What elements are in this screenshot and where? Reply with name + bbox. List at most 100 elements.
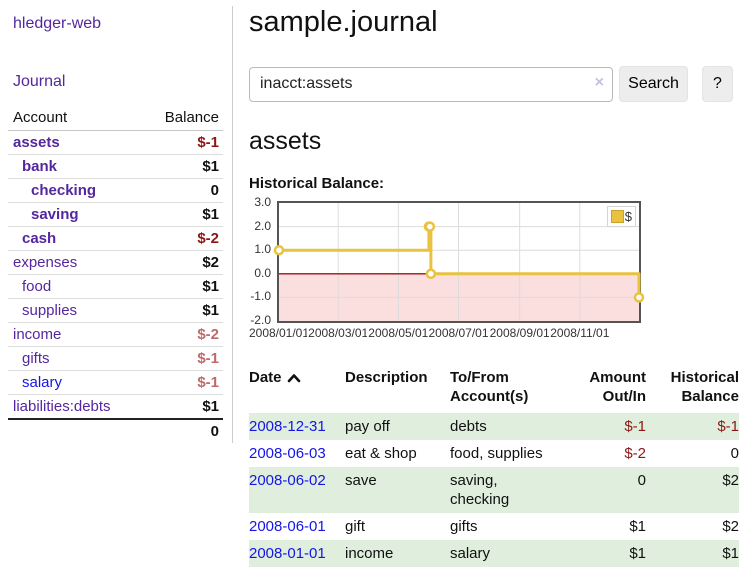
- sidebar: hledger-web Journal Account Balance asse…: [0, 6, 233, 443]
- account-row: assets $-1: [8, 130, 223, 155]
- chart-svg: [273, 203, 645, 321]
- account-balance: $1: [142, 202, 223, 227]
- sidebar-account-link-food[interactable]: food: [22, 278, 52, 295]
- legend-label: $: [624, 209, 632, 224]
- page-title: sample.journal: [249, 6, 438, 38]
- register-row: 2008-06-02 save saving, checking 0 $2: [249, 467, 739, 513]
- account-name-cell: cash: [8, 226, 143, 251]
- account-balance: $-2: [142, 226, 223, 251]
- sidebar-account-link-bank[interactable]: bank: [22, 158, 58, 175]
- account-name-cell: expenses: [8, 250, 143, 275]
- register-balance-cell: $1: [646, 540, 739, 567]
- register-body: 2008-12-31 pay off debts $-1 $-1 2008-06-03 ea…: [249, 413, 739, 567]
- register-balance-cell: $-1: [646, 413, 739, 440]
- register-header-amount: Amount Out/In: [589, 369, 646, 405]
- account-balance: $1: [142, 154, 223, 179]
- account-row: liabilities:debts $1: [8, 395, 223, 420]
- main-content: sample.journal × Search ? assets Histori…: [233, 6, 742, 567]
- app-title-link[interactable]: hledger-web: [13, 15, 102, 32]
- account-row: food $1: [8, 274, 223, 299]
- account-balance: $-1: [142, 130, 223, 155]
- transaction-date-link[interactable]: 2008-06-02: [249, 472, 326, 489]
- sidebar-account-link-cash[interactable]: cash: [22, 230, 57, 247]
- account-balance: $1: [142, 274, 223, 299]
- sidebar-item-journal[interactable]: Journal: [13, 73, 66, 90]
- transaction-date-link[interactable]: 2008-12-31: [249, 418, 326, 435]
- data-point-marker: [273, 244, 285, 256]
- search-form: × Search ?: [249, 66, 742, 102]
- register-header-date[interactable]: Date: [249, 366, 345, 413]
- account-name-cell: food: [8, 274, 143, 299]
- account-row: saving $1: [8, 202, 223, 227]
- register-date-cell: 2008-01-01: [249, 540, 345, 567]
- register-amount-cell: $1: [560, 540, 646, 567]
- account-heading: assets: [249, 127, 322, 155]
- account-balance: $-1: [142, 370, 223, 395]
- register-row: 2008-06-03 eat & shop food, supplies $-2 0: [249, 440, 739, 467]
- account-name-cell: income: [8, 322, 143, 347]
- account-name-cell: supplies: [8, 298, 143, 323]
- help-button[interactable]: ?: [702, 66, 733, 102]
- account-name-cell: checking: [8, 178, 143, 203]
- sidebar-account-link-liabilities-debts[interactable]: liabilities:debts: [13, 398, 111, 415]
- transaction-date-link[interactable]: 2008-06-01: [249, 518, 326, 535]
- register-header-row: Date Description To/From Account(s) Amount Ou…: [249, 366, 739, 413]
- sidebar-account-link-assets[interactable]: assets: [13, 134, 60, 151]
- register-table: Date Description To/From Account(s) Amount Ou…: [249, 366, 739, 567]
- search-input[interactable]: [249, 66, 613, 102]
- register-description-cell: pay off: [345, 413, 450, 440]
- sidebar-account-link-supplies[interactable]: supplies: [22, 302, 78, 319]
- register-row: 2008-01-01 income salary $1 $1: [249, 540, 739, 567]
- x-tick-label: 2008/01/01: [247, 326, 311, 340]
- account-row: salary $-1: [8, 370, 223, 395]
- account-tree-body: assets $-1 bank $1 checking 0 saving $1 cash $-2 e…: [8, 130, 223, 420]
- account-name-cell: salary: [8, 370, 143, 395]
- balance-column-header: Balance: [142, 105, 223, 131]
- account-row: supplies $1: [8, 298, 223, 323]
- chart-legend: $: [606, 206, 636, 227]
- account-total-row: 0: [8, 418, 223, 443]
- register-date-cell: 2008-06-02: [249, 467, 345, 513]
- total-balance: 0: [142, 418, 223, 443]
- register-row: 2008-06-01 gift gifts $1 $2: [249, 513, 739, 540]
- account-name-cell: bank: [8, 154, 143, 179]
- register-description-cell: eat & shop: [345, 445, 417, 462]
- chart-y-axis: 3.0 2.0 1.0 0.0 -1.0 -2.0: [249, 195, 274, 327]
- sidebar-account-link-gifts[interactable]: gifts: [22, 350, 50, 367]
- account-row: checking 0: [8, 178, 223, 203]
- register-amount-cell: 0: [560, 467, 646, 513]
- register-date-cell: 2008-06-01: [249, 513, 345, 540]
- y-tick-label: 3.0: [254, 195, 271, 209]
- sidebar-account-link-saving[interactable]: saving: [31, 206, 79, 223]
- sidebar-account-link-checking[interactable]: checking: [31, 182, 97, 199]
- account-row: expenses $2: [8, 250, 223, 275]
- account-row: bank $1: [8, 154, 223, 179]
- account-balance: $-2: [142, 322, 223, 347]
- account-tree-header-row: Account Balance: [8, 105, 223, 131]
- register-amount-cell: $-1: [560, 413, 646, 440]
- account-name-cell: gifts: [8, 346, 143, 371]
- sidebar-account-link-salary[interactable]: salary: [22, 374, 63, 391]
- register-header-to-from: To/From Account(s): [450, 369, 529, 405]
- register-header-historical: Historical Balance: [670, 369, 739, 405]
- account-balance: $1: [142, 298, 223, 323]
- account-balance: $2: [142, 250, 223, 275]
- account-name-cell: assets: [8, 130, 143, 155]
- register-balance-cell: $2: [646, 467, 739, 513]
- register-balance-cell: $2: [722, 518, 739, 535]
- sidebar-account-link-income[interactable]: income: [13, 326, 62, 343]
- register-accounts-cell: debts: [450, 413, 560, 440]
- transaction-date-link[interactable]: 2008-01-01: [249, 545, 326, 562]
- sidebar-account-link-expenses[interactable]: expenses: [13, 254, 78, 271]
- chart-plot-area: $: [273, 201, 645, 323]
- clear-icon[interactable]: ×: [594, 73, 604, 91]
- account-column-header: Account: [8, 105, 143, 131]
- data-point-marker: [424, 221, 436, 232]
- register-amount-cell: $1: [629, 518, 646, 535]
- search-button[interactable]: Search: [619, 66, 688, 102]
- transaction-date-link[interactable]: 2008-06-03: [249, 445, 326, 462]
- x-tick-label: 2008/05/01: [367, 326, 430, 340]
- x-tick-label: 2008/09/01: [488, 326, 551, 340]
- x-tick-label: 2008/11/01: [549, 326, 611, 340]
- register-date-cell: 2008-12-31: [249, 413, 345, 440]
